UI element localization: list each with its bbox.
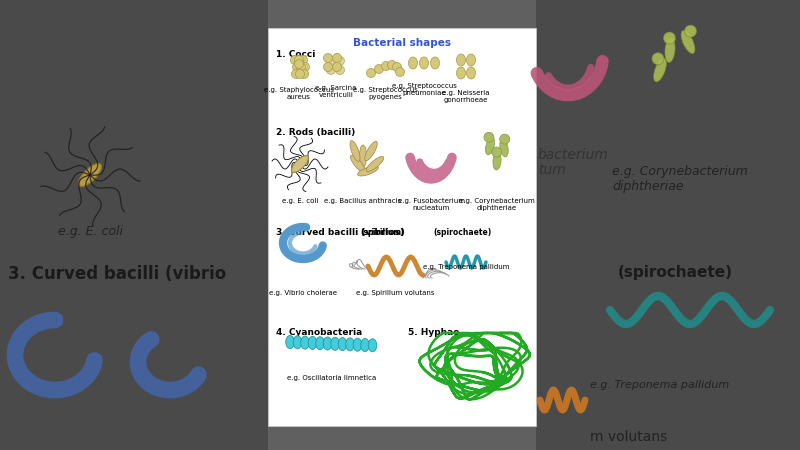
Text: e.g. Spirillum volutans: e.g. Spirillum volutans	[356, 290, 434, 296]
Ellipse shape	[665, 37, 675, 63]
Text: e.g. Streptococcus
pneumoniae: e.g. Streptococcus pneumoniae	[391, 83, 457, 96]
Text: Bacterial shapes: Bacterial shapes	[353, 38, 451, 48]
Ellipse shape	[326, 66, 335, 75]
Ellipse shape	[294, 55, 303, 64]
Text: e.g. Corynebacterium
diphtheriae: e.g. Corynebacterium diphtheriae	[459, 198, 535, 211]
Ellipse shape	[333, 54, 342, 63]
Ellipse shape	[492, 147, 502, 157]
Ellipse shape	[430, 57, 439, 69]
Text: e.g. Staphylococcus
aureus: e.g. Staphylococcus aureus	[264, 87, 334, 100]
Ellipse shape	[685, 25, 697, 37]
Ellipse shape	[486, 137, 494, 155]
Ellipse shape	[301, 336, 310, 349]
Ellipse shape	[654, 58, 666, 82]
Ellipse shape	[338, 338, 346, 351]
Ellipse shape	[298, 55, 307, 64]
Ellipse shape	[286, 336, 294, 348]
Ellipse shape	[291, 156, 309, 172]
Text: e.g. Sarcina
ventriculii: e.g. Sarcina ventriculii	[315, 85, 357, 98]
Ellipse shape	[484, 132, 494, 142]
Ellipse shape	[333, 63, 342, 72]
Ellipse shape	[419, 57, 429, 69]
Ellipse shape	[350, 140, 360, 162]
Ellipse shape	[663, 32, 675, 44]
Ellipse shape	[350, 155, 366, 173]
Ellipse shape	[366, 68, 375, 77]
Ellipse shape	[335, 66, 345, 75]
Ellipse shape	[500, 134, 510, 144]
Ellipse shape	[358, 166, 378, 176]
Ellipse shape	[290, 55, 299, 64]
Ellipse shape	[294, 336, 302, 349]
Ellipse shape	[368, 339, 377, 352]
Ellipse shape	[291, 69, 301, 78]
Ellipse shape	[323, 63, 333, 72]
Bar	[268, 28, 536, 426]
Ellipse shape	[323, 54, 333, 63]
Ellipse shape	[493, 152, 501, 170]
Ellipse shape	[652, 53, 664, 65]
Text: 2. Rods (bacilli): 2. Rods (bacilli)	[276, 128, 355, 137]
Text: 4. Cyanobacteria: 4. Cyanobacteria	[276, 328, 362, 337]
Ellipse shape	[354, 338, 362, 351]
Ellipse shape	[366, 157, 384, 171]
Text: 3. Curved bacilli (vibrios): 3. Curved bacilli (vibrios)	[276, 228, 404, 237]
Ellipse shape	[466, 54, 475, 66]
Ellipse shape	[316, 337, 324, 350]
Text: e.g. Neisseria
gonorrhoeae: e.g. Neisseria gonorrhoeae	[442, 90, 490, 103]
Ellipse shape	[500, 139, 508, 157]
Text: (spirochaete): (spirochaete)	[618, 265, 733, 280]
Text: e.g. E. coli: e.g. E. coli	[58, 225, 122, 238]
Ellipse shape	[335, 57, 345, 66]
Bar	[536, 0, 800, 450]
Text: e.g. Vibrio cholerae: e.g. Vibrio cholerae	[269, 290, 337, 296]
Ellipse shape	[457, 54, 466, 66]
Ellipse shape	[330, 338, 339, 350]
Text: e.g. Treponema pallidum: e.g. Treponema pallidum	[590, 380, 730, 390]
Text: bacterium: bacterium	[538, 148, 609, 162]
Ellipse shape	[365, 141, 378, 161]
Ellipse shape	[409, 57, 418, 69]
Text: e.g. Bacillus anthracis: e.g. Bacillus anthracis	[324, 198, 402, 204]
Ellipse shape	[293, 63, 302, 72]
Text: e.g. E. coli: e.g. E. coli	[282, 198, 318, 204]
Text: e.g. Treponema pallidum: e.g. Treponema pallidum	[422, 264, 510, 270]
Ellipse shape	[374, 64, 383, 73]
Ellipse shape	[382, 62, 390, 71]
Ellipse shape	[457, 67, 466, 79]
Ellipse shape	[308, 337, 317, 349]
Ellipse shape	[301, 63, 310, 72]
Ellipse shape	[393, 63, 402, 72]
Text: e.g. Streptococcus
pyogenes: e.g. Streptococcus pyogenes	[353, 87, 418, 100]
Bar	[0, 0, 268, 450]
Text: (spirillum): (spirillum)	[361, 228, 406, 237]
Ellipse shape	[346, 338, 354, 351]
Ellipse shape	[326, 57, 335, 66]
Ellipse shape	[323, 337, 332, 350]
Ellipse shape	[387, 60, 397, 69]
Ellipse shape	[395, 68, 405, 76]
Text: 5. Hyphae: 5. Hyphae	[408, 328, 459, 337]
Text: tum: tum	[538, 163, 566, 177]
Text: 3. Curved bacilli (vibrio: 3. Curved bacilli (vibrio	[8, 265, 226, 283]
Text: (spirochaete): (spirochaete)	[434, 228, 492, 237]
Ellipse shape	[78, 164, 102, 186]
Text: 1. Cocci: 1. Cocci	[276, 50, 315, 59]
Ellipse shape	[466, 67, 475, 79]
Ellipse shape	[295, 69, 305, 78]
Text: e.g. Oscillatoria limnetica: e.g. Oscillatoria limnetica	[287, 375, 377, 381]
Ellipse shape	[299, 69, 309, 78]
Text: e.g. Corynebacterium
diphtheriae: e.g. Corynebacterium diphtheriae	[612, 165, 748, 193]
Ellipse shape	[361, 338, 370, 351]
Text: m volutans: m volutans	[590, 430, 667, 444]
Ellipse shape	[359, 145, 366, 167]
Ellipse shape	[681, 31, 695, 54]
Ellipse shape	[297, 63, 306, 72]
Text: e.g. Fusobacterium
nucleatum: e.g. Fusobacterium nucleatum	[398, 198, 465, 211]
Ellipse shape	[294, 59, 303, 68]
